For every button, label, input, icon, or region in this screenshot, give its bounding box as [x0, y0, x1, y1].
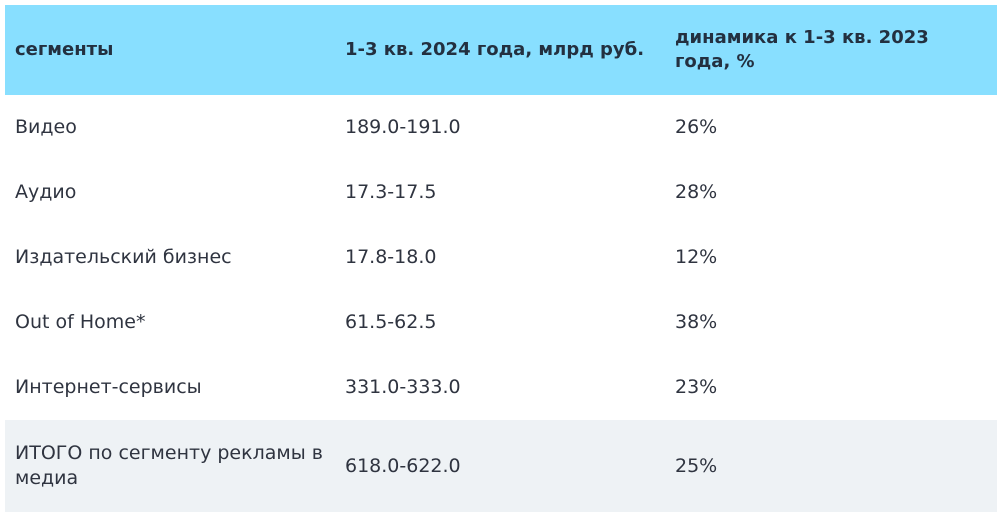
header-dynamics: динамика к 1-3 кв. 2023 года, % — [675, 27, 929, 72]
media-advertising-table: сегменты 1-3 кв. 2024 года, млрд руб. ди… — [5, 5, 997, 512]
total-label: ИТОГО по сегменту рекламы в медиа — [15, 442, 323, 489]
table-row: Видео 189.0-191.0 26% — [5, 95, 997, 160]
header-value-2024: 1-3 кв. 2024 года, млрд руб. — [345, 39, 645, 60]
header-segments: сегменты — [15, 39, 114, 60]
total-value: 618.0-622.0 — [345, 454, 461, 477]
segment-name: Интернет-сервисы — [15, 376, 202, 398]
table-row: Издательский бизнес 17.8-18.0 12% — [5, 225, 997, 290]
segment-dynamics: 38% — [675, 311, 718, 333]
total-row: ИТОГО по сегменту рекламы в медиа 618.0-… — [5, 420, 997, 512]
segment-value: 61.5-62.5 — [345, 311, 437, 333]
segment-dynamics: 26% — [675, 116, 718, 138]
table-row: Out of Home* 61.5-62.5 38% — [5, 290, 997, 355]
segment-value: 331.0-333.0 — [345, 376, 461, 398]
segment-dynamics: 28% — [675, 181, 718, 203]
segment-name: Out of Home* — [15, 311, 146, 333]
segment-value: 189.0-191.0 — [345, 116, 461, 138]
segment-name: Видео — [15, 116, 77, 138]
table-row: Аудио 17.3-17.5 28% — [5, 160, 997, 225]
segment-name: Аудио — [15, 181, 77, 203]
segment-dynamics: 12% — [675, 246, 718, 268]
segment-value: 17.8-18.0 — [345, 246, 437, 268]
total-dynamics: 25% — [675, 454, 718, 477]
table-header: сегменты 1-3 кв. 2024 года, млрд руб. ди… — [5, 5, 997, 95]
segment-dynamics: 23% — [675, 376, 718, 398]
table-row: Интернет-сервисы 331.0-333.0 23% — [5, 355, 997, 420]
segment-value: 17.3-17.5 — [345, 181, 437, 203]
segment-name: Издательский бизнес — [15, 246, 232, 268]
